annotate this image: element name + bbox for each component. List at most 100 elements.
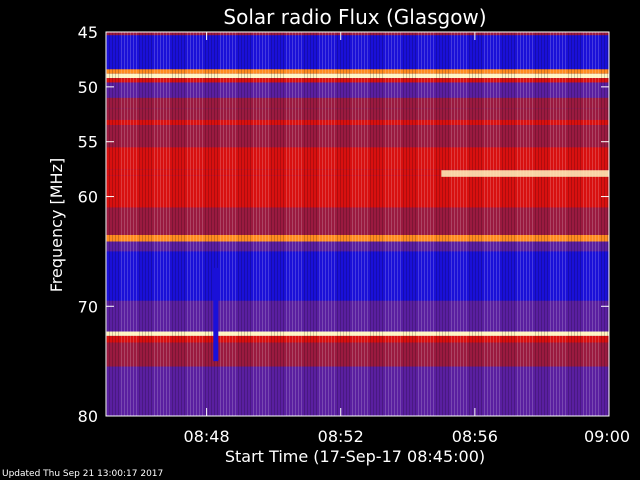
texture-line (523, 32, 524, 416)
frequency-band (106, 35, 609, 49)
frequency-band (106, 82, 609, 98)
texture-line (253, 32, 254, 416)
texture-line (154, 32, 155, 416)
texture-line (214, 32, 215, 416)
frequency-band (106, 300, 609, 332)
frequency-band (106, 169, 609, 176)
texture-line (343, 32, 344, 416)
x-tick-label: 09:00 (584, 427, 630, 446)
texture-line (475, 32, 476, 416)
texture-line (346, 32, 347, 416)
texture-line (607, 32, 608, 416)
texture-line (481, 32, 482, 416)
chart-title: Solar radio Flux (Glasgow) (223, 5, 486, 29)
texture-line (445, 32, 446, 416)
texture-line (280, 32, 281, 416)
frequency-band (106, 48, 609, 70)
texture-line (427, 32, 428, 416)
y-tick-label: 60 (78, 188, 98, 207)
frequency-band (106, 251, 609, 301)
texture-line (484, 32, 485, 416)
texture-line (307, 32, 308, 416)
texture-line (508, 32, 509, 416)
texture-line (151, 32, 152, 416)
texture-line (226, 32, 227, 416)
texture-line (583, 32, 584, 416)
texture-line (292, 32, 293, 416)
y-axis: 45 50 55 60 70 80 (78, 23, 609, 426)
texture-line (559, 32, 560, 416)
texture-line (223, 32, 224, 416)
texture-line (424, 32, 425, 416)
texture-line (145, 32, 146, 416)
texture-line (118, 32, 119, 416)
frequency-band (106, 335, 609, 343)
texture-line (262, 32, 263, 416)
texture-line (580, 32, 581, 416)
texture-line (250, 32, 251, 416)
texture-line (517, 32, 518, 416)
texture-line (454, 32, 455, 416)
frequency-band (106, 234, 609, 242)
frequency-band (106, 147, 609, 170)
texture-line (244, 32, 245, 416)
texture-line (109, 32, 110, 416)
texture-line (340, 32, 341, 416)
texture-line (235, 32, 236, 416)
texture-line (331, 32, 332, 416)
texture-line (298, 32, 299, 416)
texture-line (322, 32, 323, 416)
texture-line (571, 32, 572, 416)
texture-line (469, 32, 470, 416)
texture-line (166, 32, 167, 416)
texture-line (373, 32, 374, 416)
texture-line (514, 32, 515, 416)
texture-line (202, 32, 203, 416)
texture-line (589, 32, 590, 416)
texture-line (400, 32, 401, 416)
texture-line (181, 32, 182, 416)
texture-line (463, 32, 464, 416)
texture-line (163, 32, 164, 416)
x-tick-label: 08:48 (184, 427, 230, 446)
texture-line (556, 32, 557, 416)
texture-line (574, 32, 575, 416)
texture-line (553, 32, 554, 416)
texture-line (133, 32, 134, 416)
texture-line (175, 32, 176, 416)
texture-line (238, 32, 239, 416)
texture-line (184, 32, 185, 416)
plot-area (105, 31, 610, 417)
frequency-band (106, 78, 609, 83)
y-tick-label: 45 (78, 23, 98, 42)
texture-line (412, 32, 413, 416)
y-axis-label: Frequency [MHz] (47, 158, 66, 292)
texture-line (598, 32, 599, 416)
texture-line (211, 32, 212, 416)
texture-line (208, 32, 209, 416)
updated-timestamp: Updated Thu Sep 21 13:00:17 2017 (2, 469, 164, 479)
texture-line (601, 32, 602, 416)
frequency-band (106, 207, 609, 235)
frequency-band (106, 342, 609, 367)
texture-line (241, 32, 242, 416)
x-tick-label: 08:52 (318, 427, 364, 446)
texture-line (361, 32, 362, 416)
texture-line (397, 32, 398, 416)
texture-line (448, 32, 449, 416)
texture-line (472, 32, 473, 416)
x-axis-label: Start Time (17-Sep-17 08:45:00) (225, 447, 485, 466)
texture-line (493, 32, 494, 416)
y-tick-label: 70 (78, 297, 98, 316)
texture-line (112, 32, 113, 416)
texture-line (268, 32, 269, 416)
texture-line (301, 32, 302, 416)
texture-line (541, 32, 542, 416)
texture-line (532, 32, 533, 416)
frequency-band (106, 241, 609, 252)
texture-line (490, 32, 491, 416)
texture-line (274, 32, 275, 416)
texture-line (496, 32, 497, 416)
texture-line (199, 32, 200, 416)
